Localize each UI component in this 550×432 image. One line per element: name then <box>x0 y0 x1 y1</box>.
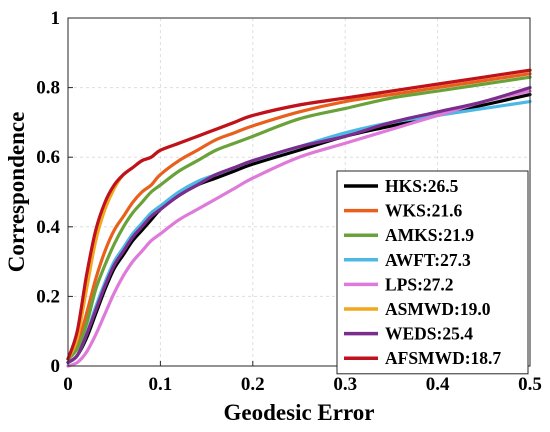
y-tick-label: 0 <box>51 356 61 377</box>
legend-label: WEDS:25.4 <box>385 324 473 344</box>
y-tick-label: 0.6 <box>36 147 60 168</box>
x-axis-title: Geodesic Error <box>224 400 375 425</box>
legend-label: AFSMWD:18.7 <box>385 348 501 368</box>
series-lines <box>66 68 532 368</box>
series-line-3 <box>66 75 532 361</box>
x-tick-label: 0.1 <box>149 374 173 395</box>
y-tick-label: 0.4 <box>36 217 60 238</box>
series-line-2 <box>66 72 532 361</box>
legend: HKS:26.5 WKS:21.6 AMKS:21.9 AWFT:27.3 LPS:27… <box>336 170 529 375</box>
x-tick-label: 0 <box>63 374 73 395</box>
x-tick-label: 0.5 <box>518 374 542 395</box>
legend-label: HKS:26.5 <box>385 176 459 196</box>
legend-label: AMKS:21.9 <box>385 225 474 245</box>
y-axis-title: Correspondence <box>4 112 29 273</box>
legend-label: WKS:21.6 <box>385 201 463 221</box>
series-line-5 <box>66 89 532 368</box>
x-tick-label: 0.3 <box>333 374 357 395</box>
plot-frame <box>67 17 531 367</box>
legend-label: AWFT:27.3 <box>385 250 471 270</box>
series-line-7 <box>66 86 532 365</box>
legend-label: ASMWD:19.0 <box>385 299 491 319</box>
series-line-8 <box>66 68 532 361</box>
y-tick-label: 1 <box>51 8 61 29</box>
legend-box <box>336 170 529 375</box>
x-tick-label: 0.4 <box>426 374 450 395</box>
y-tick-label: 0.8 <box>36 78 60 99</box>
y-tick-label: 0.2 <box>36 286 60 307</box>
x-tick-label: 0.2 <box>241 374 265 395</box>
axis-ticks: 0 0.1 0.2 0.3 0.4 0.5 0 0.2 0.4 0.6 0.8 1 <box>36 8 542 395</box>
legend-label: LPS:27.2 <box>385 274 454 294</box>
